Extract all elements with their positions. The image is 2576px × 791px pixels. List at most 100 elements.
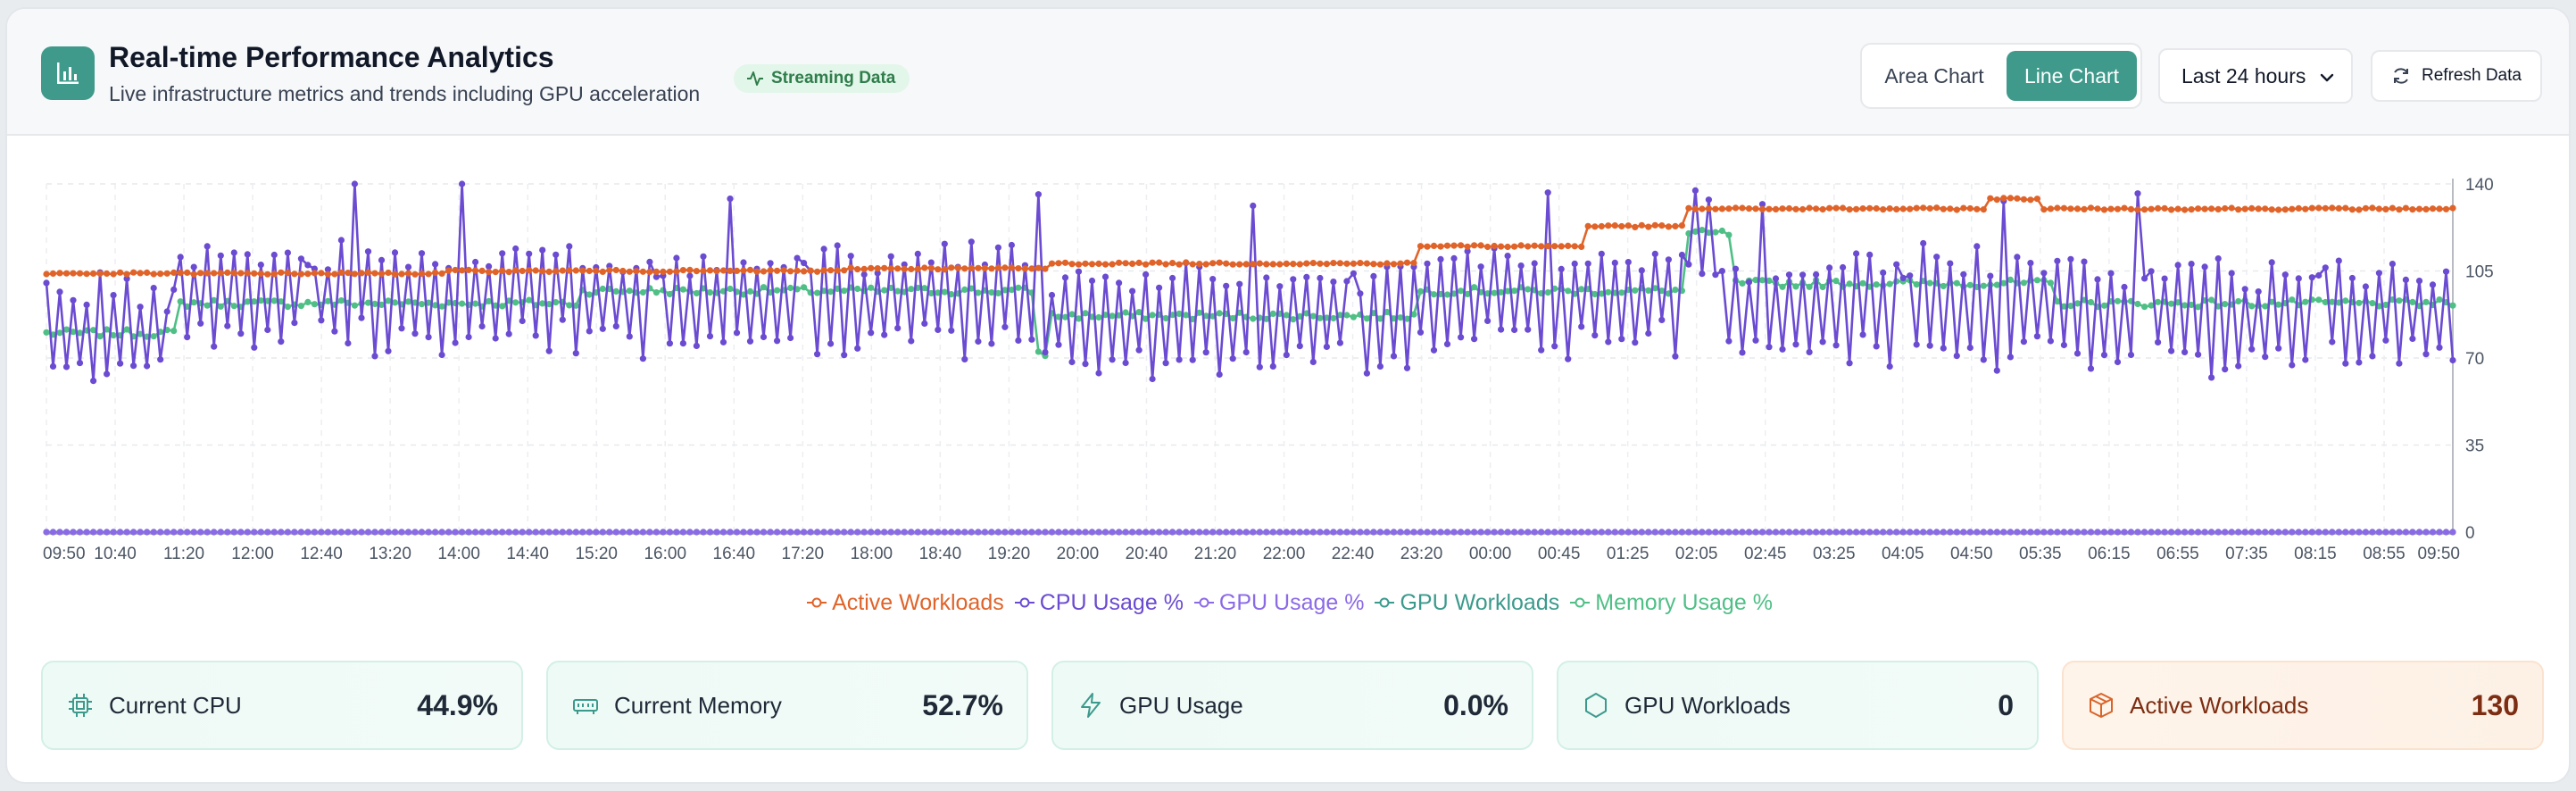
data-point <box>2020 196 2027 203</box>
data-point <box>927 529 935 536</box>
data-point <box>1578 243 1585 250</box>
data-point <box>1551 343 1558 350</box>
x-tick-label: 14:00 <box>437 545 480 563</box>
data-point <box>425 271 432 278</box>
data-point <box>2127 529 2135 536</box>
data-point <box>801 284 808 291</box>
data-point <box>197 320 204 327</box>
data-point <box>2040 529 2048 536</box>
data-point <box>425 334 432 341</box>
data-point <box>526 529 533 536</box>
data-point <box>224 529 231 536</box>
data-point <box>2141 275 2148 282</box>
data-point <box>2201 263 2208 271</box>
data-point <box>679 267 687 274</box>
data-point <box>2356 206 2363 213</box>
data-point <box>626 287 633 295</box>
data-point <box>2348 529 2356 536</box>
legend-item[interactable]: CPU Usage % <box>1014 590 1184 616</box>
data-point <box>1357 529 1364 536</box>
data-point <box>820 529 827 536</box>
data-point <box>579 267 586 274</box>
data-point <box>854 345 861 352</box>
legend-marker-icon <box>1193 597 1214 608</box>
data-point <box>1424 260 1431 267</box>
data-point <box>62 270 71 277</box>
data-point <box>492 529 499 536</box>
data-point <box>163 308 170 315</box>
data-point <box>1317 314 1324 321</box>
data-point <box>988 529 995 536</box>
legend-item[interactable]: Active Workloads <box>807 590 1004 616</box>
data-point <box>1491 289 1498 296</box>
data-point <box>1189 529 1196 536</box>
legend-item[interactable]: Memory Usage % <box>1570 590 1773 616</box>
data-point <box>854 285 861 293</box>
data-point <box>1940 529 1947 536</box>
data-point <box>1846 529 1853 536</box>
legend-label: Active Workloads <box>832 589 1004 615</box>
data-point <box>499 267 506 274</box>
data-point <box>1008 264 1015 271</box>
data-point <box>1061 259 1069 266</box>
data-point <box>914 529 921 536</box>
data-point <box>1450 242 1458 249</box>
data-point <box>1397 529 1404 536</box>
data-point <box>2014 529 2021 536</box>
data-point <box>1075 529 1083 536</box>
area-chart-button[interactable]: Area Chart <box>1884 63 1984 87</box>
data-point <box>1893 261 1900 268</box>
data-point <box>1947 260 1954 267</box>
data-point <box>1866 529 1874 536</box>
data-point <box>2047 529 2054 536</box>
data-point <box>304 262 312 269</box>
data-point <box>727 529 734 536</box>
data-point <box>2060 303 2067 310</box>
data-point <box>619 267 627 275</box>
data-point <box>1430 529 1438 536</box>
data-point <box>1129 529 1136 536</box>
refresh-data-button[interactable]: Refresh Data <box>2371 50 2542 102</box>
data-point <box>404 529 412 536</box>
data-point <box>1437 529 1444 536</box>
data-point <box>1880 206 1887 213</box>
data-point <box>144 529 151 536</box>
legend-item[interactable]: GPU Usage % <box>1193 590 1364 616</box>
metric-card-gpu-usage: GPU Usage 0.0% <box>1051 661 1533 750</box>
data-point <box>1886 362 1893 371</box>
data-point <box>1517 262 1525 270</box>
data-point <box>787 529 794 536</box>
data-point <box>244 270 251 277</box>
data-point <box>1109 312 1116 320</box>
data-point <box>358 314 365 321</box>
data-point <box>2248 529 2256 536</box>
data-point <box>679 529 687 536</box>
data-point <box>2322 264 2329 271</box>
line-chart-button[interactable]: Line Chart <box>2007 51 2137 101</box>
data-point <box>1095 260 1102 267</box>
data-point <box>1229 355 1236 362</box>
data-point <box>593 529 600 536</box>
data-point <box>2329 298 2336 305</box>
data-point <box>814 268 821 275</box>
data-point <box>2161 529 2168 536</box>
data-point <box>1645 287 1652 294</box>
x-tick-label: 18:40 <box>919 545 962 563</box>
data-point <box>1296 261 1303 268</box>
data-point <box>411 529 419 536</box>
time-range-select[interactable]: Last 24 hours <box>2158 48 2353 104</box>
data-point <box>1443 242 1451 249</box>
data-point <box>941 529 948 536</box>
data-point <box>894 325 902 332</box>
data-point <box>1832 342 1840 349</box>
data-point <box>1458 529 1465 536</box>
data-point <box>472 258 479 266</box>
data-point <box>935 266 942 273</box>
data-point <box>1531 529 1538 536</box>
legend-item[interactable]: GPU Workloads <box>1375 590 1559 616</box>
data-point <box>486 262 493 270</box>
data-point <box>432 261 439 268</box>
data-point <box>1658 222 1666 229</box>
data-point <box>278 298 285 305</box>
data-point <box>297 303 304 310</box>
